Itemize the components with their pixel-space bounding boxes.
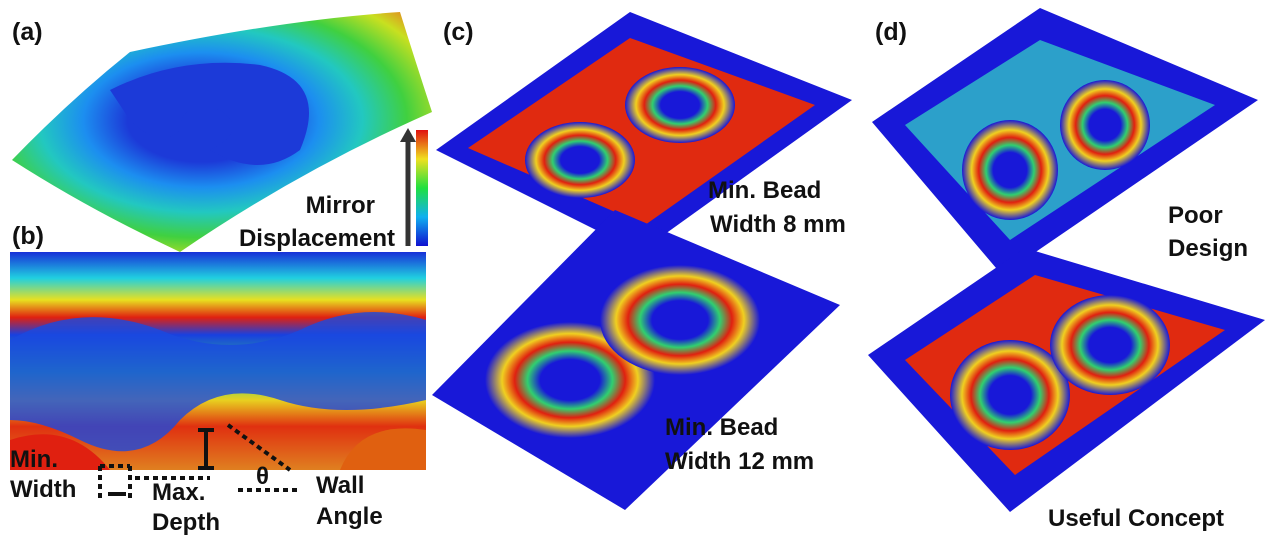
annotation: Width <box>10 476 76 503</box>
caption: Poor <box>1168 202 1223 229</box>
arrow-head <box>400 128 416 142</box>
caption: Displacement <box>239 225 395 252</box>
annotation: θ <box>256 463 269 490</box>
annotation: Wall <box>316 472 364 499</box>
panel-label: (d) <box>875 18 907 46</box>
panel-c: (c) Min. Bead Width 8 mm Min. Bead Width… <box>432 12 852 510</box>
annotation: Min. <box>10 446 58 473</box>
annotation: Angle <box>316 503 383 530</box>
bead-ring <box>962 120 1058 220</box>
caption: Min. Bead <box>665 414 778 441</box>
bead-ring <box>625 67 735 143</box>
caption: Min. Bead <box>708 177 821 204</box>
annotation: Depth <box>152 509 220 536</box>
bead-ring <box>525 122 635 198</box>
colorbar <box>416 130 428 246</box>
bead-ring <box>600 265 760 375</box>
caption: Width 8 mm <box>710 211 846 238</box>
figure: (a) Mirror Displacement (b) Min. Width M… <box>0 0 1269 542</box>
panel-label: (b) <box>12 222 44 250</box>
panel-a: (a) Mirror Displacement <box>12 12 432 252</box>
bead-ring <box>1060 80 1150 170</box>
annotation: Max. <box>152 479 205 506</box>
panel-label: (a) <box>12 18 43 46</box>
panel-d: (d) Poor Design Useful Concept <box>868 8 1265 532</box>
bead-ring <box>1050 295 1170 395</box>
caption: Useful Concept <box>1048 505 1224 532</box>
panel-label: (c) <box>443 18 474 46</box>
panel-b: (b) Min. Width Max. Depth Wall Angle θ <box>10 222 426 536</box>
caption: Mirror <box>306 192 375 219</box>
caption: Width 12 mm <box>665 448 814 475</box>
caption: Design <box>1168 235 1248 262</box>
